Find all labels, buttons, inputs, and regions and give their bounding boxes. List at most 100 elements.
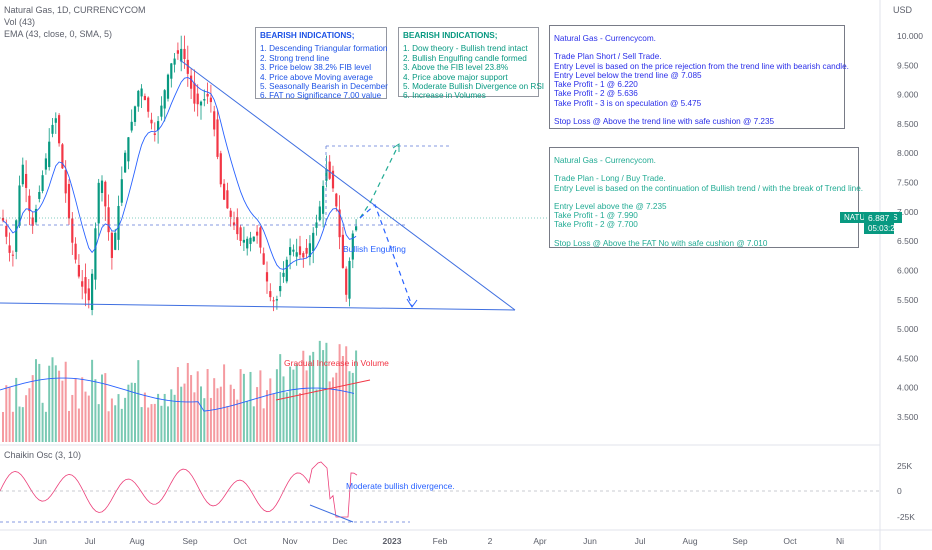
bullish-item: 4. Price above major support (403, 72, 508, 82)
volume-bar (322, 350, 325, 442)
volume-bar (127, 384, 130, 442)
candle-body (348, 260, 351, 299)
plan-line: Trade Plan Short / Sell Trade. (554, 52, 662, 62)
volume-bar (97, 404, 100, 442)
price-tick-label: 6.000 (897, 265, 919, 275)
volume-bar (38, 363, 41, 442)
candle-body (74, 243, 77, 260)
volume-bar (285, 392, 288, 442)
price-tick-label: 8.500 (897, 119, 919, 129)
candle-body (246, 238, 249, 249)
osc-tick-label: -25K (897, 512, 915, 522)
volume-bar (325, 342, 328, 442)
short-trade-plan-box[interactable]: Natural Gas - Currencycom. Trade Plan Sh… (549, 25, 849, 129)
candle-body (61, 144, 64, 169)
candle-body (345, 268, 348, 295)
volume-bar (213, 378, 216, 442)
candle-body (292, 249, 295, 252)
candle-body (265, 272, 269, 282)
bullish-item: 2. Bullish Engulfing candle formed (403, 53, 527, 63)
currency-label: USD (893, 5, 913, 15)
long-trade-plan-box[interactable]: Natural Gas - Currencycom. Trade Plan - … (549, 147, 863, 248)
candle-body (229, 210, 232, 217)
volume-bar (229, 384, 232, 442)
candle-body (44, 158, 47, 170)
price-tick-label: 6.500 (897, 236, 919, 246)
volume-bar (256, 387, 259, 442)
candle-body (8, 245, 11, 253)
candle-body (272, 300, 275, 302)
time-tick-label: Jul (85, 536, 96, 546)
volume-bar (28, 388, 31, 442)
volume-bar (302, 350, 305, 442)
ema-legend[interactable]: EMA (43, close, 0, SMA, 5) (4, 29, 113, 39)
volume-bar (114, 405, 117, 442)
bearish-indications-box[interactable]: BEARISH INDICATIONS; 1. Descending Trian… (255, 27, 388, 101)
candle-body (236, 217, 239, 235)
candle-body (275, 299, 278, 301)
volume-trend-line (275, 379, 371, 401)
chaikin-legend[interactable]: Chaikin Osc (3, 10) (4, 450, 82, 460)
candle-body (94, 228, 97, 280)
candle-body (298, 246, 302, 255)
candle-body (124, 152, 127, 173)
plan-line: Entry Level is based on the price reject… (554, 61, 849, 71)
plan-line (554, 193, 854, 202)
candle-body (196, 93, 199, 105)
divergence-annotation: Moderate bullish divergence. (346, 481, 455, 491)
candle-body (28, 195, 31, 212)
candle-body (48, 141, 51, 168)
candle-body (302, 253, 305, 258)
candle-body (199, 101, 203, 106)
chaikin-oscillator-line (0, 461, 358, 518)
volume-bar (150, 404, 153, 442)
plan-line (554, 43, 840, 52)
candle-body (312, 232, 315, 251)
symbol-legend[interactable]: Natural Gas, 1D, CURRENCYCOM (4, 5, 146, 15)
volume-bar (246, 400, 249, 442)
candle-body (209, 97, 212, 103)
candle-body (64, 170, 67, 194)
volume-bar (226, 406, 229, 442)
candle-body (328, 161, 331, 179)
bullish-indications-box[interactable]: BEARISH INDICATIONS; 1. Dow theory - Bul… (398, 27, 544, 101)
volume-bar (87, 395, 90, 442)
countdown-tag: 05:03:23 (864, 223, 899, 234)
candle-body (351, 233, 354, 260)
candle-body (190, 75, 193, 89)
bullish-item: 6. Increase in Volumes (403, 91, 486, 101)
bearish-item: 6. FAT no Significance 7.00 value (260, 91, 382, 101)
volume-ma-line (0, 377, 355, 412)
candle-body (355, 226, 358, 231)
volume-bar (223, 364, 226, 442)
candle-body (256, 231, 259, 236)
candle-body (239, 227, 242, 241)
candle-body (51, 124, 54, 134)
candle-body (315, 222, 318, 228)
candle-body (183, 48, 186, 59)
candle-body (120, 179, 123, 203)
volume-bar (173, 394, 176, 442)
plan-line: Take Profit - 3 is on speculation @ 5.47… (554, 98, 702, 108)
volume-bar (279, 354, 282, 442)
candle-body (163, 90, 166, 109)
vol-legend[interactable]: Vol (43) (4, 17, 36, 27)
volume-bar (176, 367, 179, 442)
volume-bar (101, 374, 103, 442)
candle-body (335, 193, 338, 207)
volume-bar (355, 350, 358, 442)
candle-body (84, 277, 87, 294)
time-tick-label: Aug (682, 536, 697, 546)
volume-bar (117, 394, 120, 442)
candle-body (338, 209, 341, 238)
candle-body (289, 247, 292, 256)
volume-bar (74, 378, 77, 442)
long-projection-arrow (359, 145, 399, 219)
plan-line: Entry Level above the @ 7.235 (554, 201, 667, 211)
time-tick-label: Ni (836, 536, 844, 546)
bearish-box-title: BEARISH INDICATIONS; (260, 31, 355, 40)
volume-bar (236, 399, 239, 442)
volume-bar (196, 371, 199, 442)
candle-body (242, 239, 245, 243)
